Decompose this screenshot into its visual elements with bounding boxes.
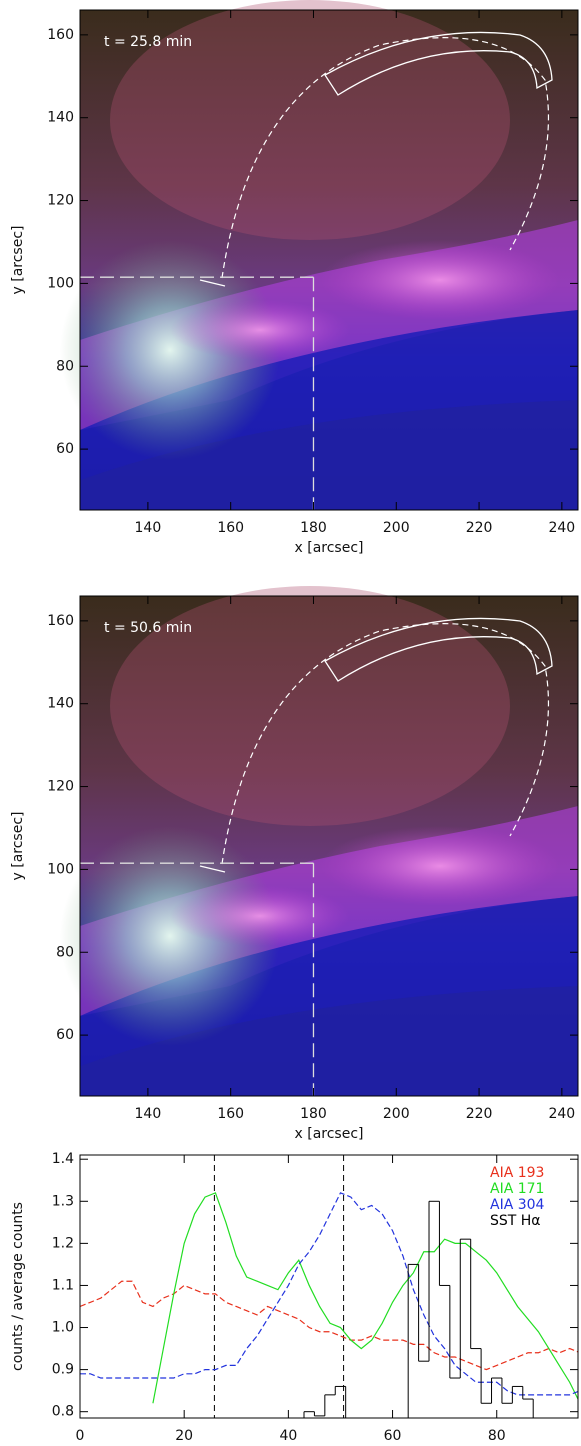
frame: [79, 595, 579, 1097]
legend-entry: AIA 171: [490, 1181, 544, 1197]
y-tick-label: 100: [47, 275, 74, 291]
y-axis-label: y [arcsec]: [10, 226, 26, 295]
legend-entry: AIA 304: [490, 1197, 545, 1213]
x-tick-label: 0: [76, 1428, 85, 1444]
x-tick-label: 80: [488, 1428, 506, 1444]
y-tick-label: 1.4: [52, 1151, 74, 1167]
frame: [79, 9, 579, 511]
x-tick-label: 240: [548, 520, 575, 536]
series-line: [80, 1192, 578, 1396]
y-tick-label: 1.3: [52, 1193, 74, 1209]
annotation: t = 25.8 min: [104, 34, 192, 50]
y-tick-label: 160: [47, 27, 74, 43]
legend-entry: AIA 193: [490, 1165, 544, 1181]
y-tick-label: 0.9: [52, 1362, 74, 1378]
y-tick-label: 1.2: [52, 1235, 74, 1251]
image-panel: [59, 0, 579, 511]
y-tick-label: 160: [47, 613, 74, 629]
y-tick-label: 100: [47, 861, 74, 877]
x-tick-label: 180: [300, 1106, 327, 1122]
y-tick-label: 140: [47, 110, 74, 126]
y-axis-label: counts / average counts: [10, 1202, 26, 1371]
y-tick-label: 120: [47, 779, 74, 795]
x-axis-label: x [arcsec]: [295, 1126, 364, 1142]
x-tick-label: 160: [217, 520, 244, 536]
image-panel: [59, 585, 579, 1097]
frame: [79, 1154, 579, 1419]
x-tick-label: 160: [217, 1106, 244, 1122]
plot-area: [80, 1155, 578, 1418]
y-tick-label: 1.0: [52, 1320, 74, 1336]
y-tick-label: 80: [56, 358, 74, 374]
y-tick-label: 1.1: [52, 1277, 74, 1293]
x-tick-label: 60: [384, 1428, 402, 1444]
y-tick-label: 140: [47, 696, 74, 712]
y-tick-label: 120: [47, 193, 74, 209]
x-tick-label: 140: [135, 1106, 162, 1122]
legend-entry: SST Hα: [490, 1213, 541, 1229]
y-tick-label: 60: [56, 441, 74, 457]
y-tick-label: 60: [56, 1027, 74, 1043]
x-tick-label: 200: [383, 1106, 410, 1122]
y-tick-label: 80: [56, 944, 74, 960]
x-tick-label: 220: [466, 520, 493, 536]
series-line: [80, 1280, 578, 1371]
y-tick-label: 0.8: [52, 1404, 74, 1420]
y-axis-label: y [arcsec]: [10, 812, 26, 881]
x-tick-label: 200: [383, 520, 410, 536]
x-tick-label: 240: [548, 1106, 575, 1122]
x-axis-label: x [arcsec]: [295, 540, 364, 556]
x-tick-label: 220: [466, 1106, 493, 1122]
series-line: [152, 1192, 578, 1404]
x-tick-label: 180: [300, 520, 327, 536]
annotation: t = 50.6 min: [104, 620, 192, 636]
x-tick-label: 140: [135, 520, 162, 536]
x-tick-label: 40: [279, 1428, 297, 1444]
x-tick-label: 20: [175, 1428, 193, 1444]
